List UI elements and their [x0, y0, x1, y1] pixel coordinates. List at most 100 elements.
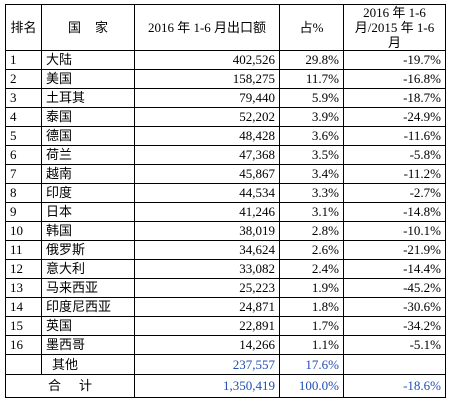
- country-cell: 大陆: [41, 50, 135, 70]
- rank-cell: 7: [5, 164, 42, 184]
- share-cell: 3.4%: [279, 164, 344, 184]
- header-share: 占%: [279, 4, 344, 51]
- share-cell: 3.9%: [279, 107, 344, 127]
- table-row: 9 日本 41,246 3.1% -14.8%: [5, 202, 446, 222]
- export-cell: 158,275: [134, 69, 280, 89]
- country-cell: 美国: [41, 69, 135, 89]
- export-cell: 44,534: [134, 183, 280, 203]
- export-cell: 41,246: [134, 202, 280, 222]
- country-cell: 日本: [41, 202, 135, 222]
- share-cell: 1.7%: [279, 316, 344, 336]
- table-row: 11 俄罗斯 34,624 2.6% -21.9%: [5, 240, 446, 260]
- rank-cell: 6: [5, 145, 42, 165]
- others-label: 其他: [41, 354, 135, 375]
- yoy-cell: -30.6%: [343, 297, 446, 317]
- table-row: 4 泰国 52,202 3.9% -24.9%: [5, 107, 446, 127]
- country-cell: 泰国: [41, 107, 135, 127]
- total-row: 合计 1,350,419 100.0% -18.6%: [5, 374, 446, 398]
- export-cell: 25,223: [134, 278, 280, 298]
- share-cell: 1.8%: [279, 297, 344, 317]
- country-cell: 土耳其: [41, 88, 135, 108]
- export-cell: 38,019: [134, 221, 280, 241]
- total-yoy: -18.6%: [343, 374, 446, 398]
- yoy-cell: -11.2%: [343, 164, 446, 184]
- share-cell: 3.3%: [279, 183, 344, 203]
- header-rank: 排名: [5, 4, 42, 51]
- rank-cell: 8: [5, 183, 42, 203]
- yoy-cell: -34.2%: [343, 316, 446, 336]
- share-cell: 11.7%: [279, 69, 344, 89]
- export-cell: 24,871: [134, 297, 280, 317]
- country-cell: 马来西亚: [41, 278, 135, 298]
- yoy-cell: -19.7%: [343, 50, 446, 70]
- share-cell: 2.8%: [279, 221, 344, 241]
- header-export: 2016 年 1-6 月出口额: [134, 4, 280, 51]
- total-export: 1,350,419: [134, 374, 280, 398]
- table-row: 13 马来西亚 25,223 1.9% -45.2%: [5, 278, 446, 298]
- table-row: 16 墨西哥 14,266 1.1% -5.1%: [5, 335, 446, 355]
- export-cell: 33,082: [134, 259, 280, 279]
- rank-cell: 3: [5, 88, 42, 108]
- share-cell: 3.6%: [279, 126, 344, 146]
- yoy-cell: -11.6%: [343, 126, 446, 146]
- country-cell: 意大利: [41, 259, 135, 279]
- share-cell: 29.8%: [279, 50, 344, 70]
- yoy-cell: -21.9%: [343, 240, 446, 260]
- rank-cell: 4: [5, 107, 42, 127]
- table-row: 7 越南 45,867 3.4% -11.2%: [5, 164, 446, 184]
- yoy-cell: -16.8%: [343, 69, 446, 89]
- export-cell: 45,867: [134, 164, 280, 184]
- export-cell: 47,368: [134, 145, 280, 165]
- table-row: 8 印度 44,534 3.3% -2.7%: [5, 183, 446, 203]
- country-cell: 德国: [41, 126, 135, 146]
- rank-cell: 10: [5, 221, 42, 241]
- rank-cell: 9: [5, 202, 42, 222]
- yoy-cell: -45.2%: [343, 278, 446, 298]
- table-row: 12 意大利 33,082 2.4% -14.4%: [5, 259, 446, 279]
- export-cell: 34,624: [134, 240, 280, 260]
- total-label: 合计: [5, 374, 135, 398]
- table-row: 15 英国 22,891 1.7% -34.2%: [5, 316, 446, 336]
- rank-cell: 15: [5, 316, 42, 336]
- share-cell: 1.9%: [279, 278, 344, 298]
- country-cell: 墨西哥: [41, 335, 135, 355]
- share-cell: 5.9%: [279, 88, 344, 108]
- yoy-cell: -5.8%: [343, 145, 446, 165]
- yoy-cell: -14.8%: [343, 202, 446, 222]
- rank-cell: 16: [5, 335, 42, 355]
- export-cell: 52,202: [134, 107, 280, 127]
- yoy-cell: -14.4%: [343, 259, 446, 279]
- header-yoy: 2016 年 1-6 月/2015 年 1-6 月: [343, 4, 446, 51]
- others-share: 17.6%: [279, 354, 344, 375]
- share-cell: 1.1%: [279, 335, 344, 355]
- rank-cell: 13: [5, 278, 42, 298]
- country-cell: 英国: [41, 316, 135, 336]
- others-row: 其他 237,557 17.6%: [5, 354, 446, 375]
- header-country: 国家: [41, 4, 135, 51]
- yoy-cell: -10.1%: [343, 221, 446, 241]
- yoy-cell: -5.1%: [343, 335, 446, 355]
- country-cell: 韩国: [41, 221, 135, 241]
- table-row: 3 土耳其 79,440 5.9% -18.7%: [5, 88, 446, 108]
- country-cell: 印度尼西亚: [41, 297, 135, 317]
- share-cell: 3.1%: [279, 202, 344, 222]
- others-yoy: [343, 354, 446, 375]
- header-row: 排名 国家 2016 年 1-6 月出口额 占% 2016 年 1-6 月/20…: [5, 4, 446, 51]
- rank-cell: 5: [5, 126, 42, 146]
- export-cell: 22,891: [134, 316, 280, 336]
- table-row: 6 荷兰 47,368 3.5% -5.8%: [5, 145, 446, 165]
- export-cell: 402,526: [134, 50, 280, 70]
- yoy-cell: -24.9%: [343, 107, 446, 127]
- table-row: 14 印度尼西亚 24,871 1.8% -30.6%: [5, 297, 446, 317]
- rank-cell: 1: [5, 50, 42, 70]
- table-row: 1 大陆 402,526 29.8% -19.7%: [5, 50, 446, 70]
- country-cell: 荷兰: [41, 145, 135, 165]
- country-cell: 俄罗斯: [41, 240, 135, 260]
- others-export: 237,557: [134, 354, 280, 375]
- rank-cell: 11: [5, 240, 42, 260]
- export-cell: 14,266: [134, 335, 280, 355]
- table-row: 10 韩国 38,019 2.8% -10.1%: [5, 221, 446, 241]
- table-row: 2 美国 158,275 11.7% -16.8%: [5, 69, 446, 89]
- export-cell: 48,428: [134, 126, 280, 146]
- share-cell: 2.6%: [279, 240, 344, 260]
